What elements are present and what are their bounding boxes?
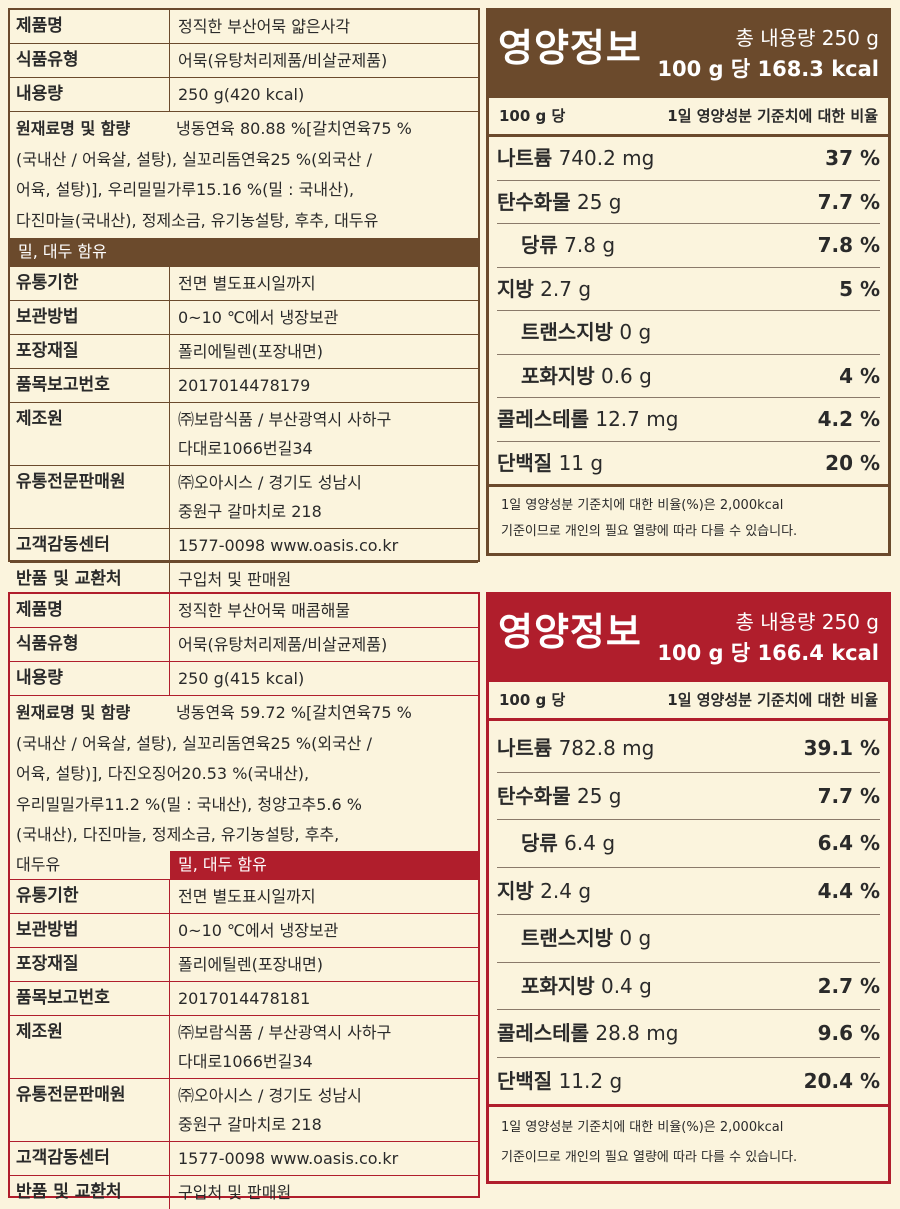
ingredients-label: 원재료명 및 함량 <box>16 119 131 138</box>
nutrient-row: 트랜스지방 0 g <box>497 311 880 355</box>
nutrition-footnote: 1일 영양성분 기준치에 대한 비율(%)은 2,000kcal 기준이므로 개… <box>489 484 888 553</box>
row-storage: 보관방법 0~10 ℃에서 냉장보관 <box>10 913 478 948</box>
nutrient-row: 나트륨 740.2 mg 37 % <box>497 137 880 181</box>
nutrition-subheader: 100 g 당 1일 영양성분 기준치에 대한 비율 <box>489 682 888 721</box>
row-name: 제품명 정직한 부산어묵 매콤해물 <box>10 594 478 628</box>
row-name: 제품명 정직한 부산어묵 얇은사각 <box>10 10 478 44</box>
nutrition-panel: 영양정보 총 내용량 250 g 100 g 당 168.3 kcal 100 … <box>486 8 891 562</box>
row-type: 식품유형 어묵(유탕처리제품/비살균제품) <box>10 628 478 662</box>
nutrient-row: 탄수화물 25 g 7.7 % <box>497 773 880 820</box>
nutrition-rows: 나트륨 782.8 mg 39.1 % 탄수화물 25 g 7.7 % 당류 6.4… <box>489 721 888 1104</box>
nutrition-header: 영양정보 총 내용량 250 g 100 g 당 166.4 kcal <box>486 592 891 682</box>
row-manufacturer: 제조원 ㈜보람식품 / 부산광역시 사하구 다대로1066번길34 <box>10 403 478 466</box>
nutrient-row: 트랜스지방 0 g <box>497 915 880 963</box>
kcal-per-100g: 100 g 당 168.3 kcal <box>657 57 879 81</box>
nutrient-row: 나트륨 782.8 mg 39.1 % <box>497 725 880 773</box>
row-storage: 보관방법 0~10 ℃에서 냉장보관 <box>10 301 478 335</box>
row-volume: 내용량 250 g(415 kcal) <box>10 662 478 696</box>
nutrient-row: 콜레스테롤 12.7 mg 4.2 % <box>497 398 880 442</box>
product-info-table: 제품명 정직한 부산어묵 얇은사각 식품유형 어묵(유탕처리제품/비살균제품) 내용… <box>8 8 480 596</box>
row-returns: 반품 및 교환처 구입처 및 판매원 <box>10 563 478 596</box>
nutrition-title: 영양정보 <box>498 26 642 70</box>
row-manufacturer: 제조원 ㈜보람식품 / 부산광역시 사하구 다대로1066번길34 <box>10 1015 478 1079</box>
nutrition-panel: 영양정보 총 내용량 250 g 100 g 당 166.4 kcal 100 … <box>486 592 891 1198</box>
product-label-1: 제품명 정직한 부산어묵 얇은사각 식품유형 어묵(유탕처리제품/비살균제품) 내용… <box>0 0 900 596</box>
row-volume: 내용량 250 g(420 kcal) <box>10 78 478 112</box>
row-customer-center: 고객감동센터 1577-0098 www.oasis.co.kr <box>10 1141 478 1176</box>
row-ingredients: 원재료명 및 함량 냉동연육 80.88 %[갈치연육75 % (국내산 / 어육… <box>10 112 478 267</box>
nutrient-row: 탄수화물 25 g 7.7 % <box>497 181 880 224</box>
nutrition-rows: 나트륨 740.2 mg 37 % 탄수화물 25 g 7.7 % 당류 7.8 g… <box>489 137 888 484</box>
row-distributor: 유통전문판매원 ㈜오아시스 / 경기도 성남시 중원구 갈마치로 218 <box>10 1078 478 1142</box>
row-packaging: 포장재질 폴리에틸렌(포장내면) <box>10 335 478 369</box>
product-label-2: 제품명 정직한 부산어묵 매콤해물 식품유형 어묵(유탕처리제품/비살균제품) 내용… <box>0 592 900 1209</box>
nutrient-row: 콜레스테롤 28.8 mg 9.6 % <box>497 1010 880 1058</box>
total-content: 총 내용량 250 g <box>735 610 879 634</box>
nutrient-row: 단백질 11.2 g 20.4 % <box>497 1068 880 1093</box>
allergy-highlight: 밀, 대두 함유 <box>10 238 478 266</box>
nutrition-title: 영양정보 <box>498 610 642 654</box>
ingredients-label: 원재료명 및 함량 <box>16 703 131 722</box>
row-returns: 반품 및 교환처 구입처 및 판매원 <box>10 1175 478 1209</box>
nutrient-row: 지방 2.4 g 4.4 % <box>497 868 880 915</box>
row-packaging: 포장재질 폴리에틸렌(포장내면) <box>10 947 478 982</box>
allergy-highlight: 밀, 대두 함유 <box>170 850 478 879</box>
nutrient-row: 당류 7.8 g 7.8 % <box>497 224 880 268</box>
row-report-number: 품목보고번호 2017014478179 <box>10 369 478 403</box>
nutrition-header: 영양정보 총 내용량 250 g 100 g 당 168.3 kcal <box>486 8 891 98</box>
row-type: 식품유형 어묵(유탕처리제품/비살균제품) <box>10 44 478 78</box>
row-distributor: 유통전문판매원 ㈜오아시스 / 경기도 성남시 중원구 갈마치로 218 <box>10 466 478 529</box>
kcal-per-100g: 100 g 당 166.4 kcal <box>657 641 879 665</box>
nutrient-row: 포화지방 0.4 g 2.7 % <box>497 963 880 1010</box>
nutrition-footnote: 1일 영양성분 기준치에 대한 비율(%)은 2,000kcal 기준이므로 개… <box>489 1104 888 1181</box>
row-ingredients: 원재료명 및 함량 냉동연육 59.72 %[갈치연육75 % (국내산 / 어육… <box>10 696 478 880</box>
nutrient-row: 단백질 11 g 20 % <box>497 450 880 475</box>
row-report-number: 품목보고번호 2017014478181 <box>10 981 478 1016</box>
product-info-table: 제품명 정직한 부산어묵 매콤해물 식품유형 어묵(유탕처리제품/비살균제품) 내용… <box>8 592 480 1209</box>
total-content: 총 내용량 250 g <box>735 26 879 50</box>
row-customer-center: 고객감동센터 1577-0098 www.oasis.co.kr <box>10 529 478 563</box>
nutrition-subheader: 100 g 당 1일 영양성분 기준치에 대한 비율 <box>489 98 888 137</box>
row-expiry: 유통기한 전면 별도표시일까지 <box>10 879 478 914</box>
row-expiry: 유통기한 전면 별도표시일까지 <box>10 267 478 301</box>
nutrient-row: 당류 6.4 g 6.4 % <box>497 820 880 868</box>
